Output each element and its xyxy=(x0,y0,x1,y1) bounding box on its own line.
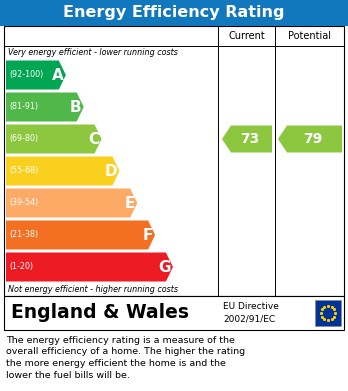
Text: lower the fuel bills will be.: lower the fuel bills will be. xyxy=(6,371,130,380)
Text: Current: Current xyxy=(228,31,265,41)
Polygon shape xyxy=(6,221,155,249)
Text: (39-54): (39-54) xyxy=(9,199,38,208)
Text: (81-91): (81-91) xyxy=(9,102,38,111)
Text: overall efficiency of a home. The higher the rating: overall efficiency of a home. The higher… xyxy=(6,348,245,357)
Text: (1-20): (1-20) xyxy=(9,262,33,271)
Text: D: D xyxy=(105,163,117,179)
Text: (21-38): (21-38) xyxy=(9,231,38,240)
Polygon shape xyxy=(6,61,66,90)
Text: G: G xyxy=(158,260,171,274)
Text: A: A xyxy=(52,68,64,83)
Text: (69-80): (69-80) xyxy=(9,135,38,143)
Text: (55-68): (55-68) xyxy=(9,167,38,176)
Text: Very energy efficient - lower running costs: Very energy efficient - lower running co… xyxy=(8,48,178,57)
Text: The energy efficiency rating is a measure of the: The energy efficiency rating is a measur… xyxy=(6,336,235,345)
Bar xyxy=(4,296,344,330)
Text: the more energy efficient the home is and the: the more energy efficient the home is an… xyxy=(6,359,226,368)
Polygon shape xyxy=(278,126,342,152)
Text: 73: 73 xyxy=(240,132,260,146)
Text: 79: 79 xyxy=(303,132,323,146)
Polygon shape xyxy=(6,124,102,154)
Text: B: B xyxy=(70,99,82,115)
Polygon shape xyxy=(6,188,137,217)
Polygon shape xyxy=(6,156,119,185)
Text: (92-100): (92-100) xyxy=(9,70,43,79)
Text: 2002/91/EC: 2002/91/EC xyxy=(223,315,275,324)
Text: Energy Efficiency Rating: Energy Efficiency Rating xyxy=(63,5,285,20)
Bar xyxy=(0,0,348,26)
Text: Not energy efficient - higher running costs: Not energy efficient - higher running co… xyxy=(8,285,178,294)
Polygon shape xyxy=(6,93,84,122)
Polygon shape xyxy=(6,253,173,282)
Text: C: C xyxy=(88,131,100,147)
Text: Potential: Potential xyxy=(288,31,331,41)
Text: F: F xyxy=(143,228,153,242)
Polygon shape xyxy=(222,126,272,152)
Text: EU Directive: EU Directive xyxy=(223,302,279,311)
Bar xyxy=(315,300,341,326)
Text: E: E xyxy=(125,196,135,210)
Text: England & Wales: England & Wales xyxy=(11,303,189,323)
Bar xyxy=(4,26,344,296)
